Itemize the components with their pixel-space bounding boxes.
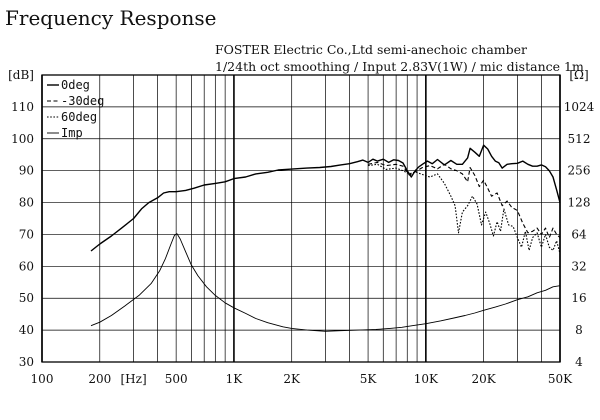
x-tick-label: 10K (414, 372, 439, 386)
y2-tick-label: 32 (571, 259, 586, 273)
y2-tick-label: 4 (575, 355, 583, 369)
chart-title: Frequency Response (5, 6, 217, 30)
series-line-60deg (368, 163, 561, 254)
x-tick-label: 200 (88, 372, 111, 386)
y-tick-label: 90 (19, 164, 34, 178)
legend-label: 0deg (61, 78, 90, 92)
y-tick-label: 80 (19, 196, 34, 210)
legend: 0deg -30deg 60deg Imp (47, 78, 104, 140)
series-line-imp (90, 233, 561, 332)
x-tick-label: 1K (226, 372, 244, 386)
y2-tick-label: 256 (568, 164, 591, 178)
chart-subtitle-line1: FOSTER Electric Co.,Ltd semi-anechoic ch… (215, 42, 527, 57)
y-tick-label: [dB] (8, 68, 34, 82)
y2-tick-label: 16 (571, 291, 586, 305)
series-layer (90, 144, 561, 332)
chart-subtitle-line2: 1/24th oct smoothing / Input 2.83V(1W) /… (215, 59, 584, 74)
y-tick-label: 50 (19, 291, 34, 305)
y-tick-label: 110 (11, 100, 34, 114)
plot-frame (41, 74, 561, 363)
legend-label: 60deg (61, 110, 97, 124)
y-tick-label: 40 (19, 323, 34, 337)
x-tick-label: [Hz] (120, 372, 146, 386)
series-line-30deg (367, 161, 561, 239)
legend-label: -30deg (61, 94, 104, 108)
tick-labels: 100 200 [Hz] 500 1K 2K 5K 10K 20K 50K [dB] 110 100 90… (8, 68, 595, 386)
y-tick-label: 70 (19, 227, 34, 241)
grid-layer (41, 74, 561, 363)
y-tick-label: 100 (11, 132, 34, 146)
x-tick-label: 50K (548, 372, 573, 386)
x-tick-label: 2K (283, 372, 301, 386)
x-tick-label: 100 (31, 372, 54, 386)
y2-tick-label: 512 (568, 132, 591, 146)
x-tick-label: 20K (472, 372, 497, 386)
series-line-0deg (90, 144, 561, 252)
y2-tick-label: [Ω] (569, 68, 588, 82)
y-tick-label: 30 (19, 355, 34, 369)
y-tick-label: 60 (19, 259, 34, 273)
x-tick-label: 500 (165, 372, 188, 386)
y2-tick-label: 8 (575, 323, 583, 337)
y2-tick-label: 64 (571, 227, 587, 241)
legend-label: Imp (61, 126, 83, 140)
y2-tick-label: 1024 (564, 100, 595, 114)
x-tick-label: 5K (360, 372, 378, 386)
y2-tick-label: 128 (568, 196, 591, 210)
